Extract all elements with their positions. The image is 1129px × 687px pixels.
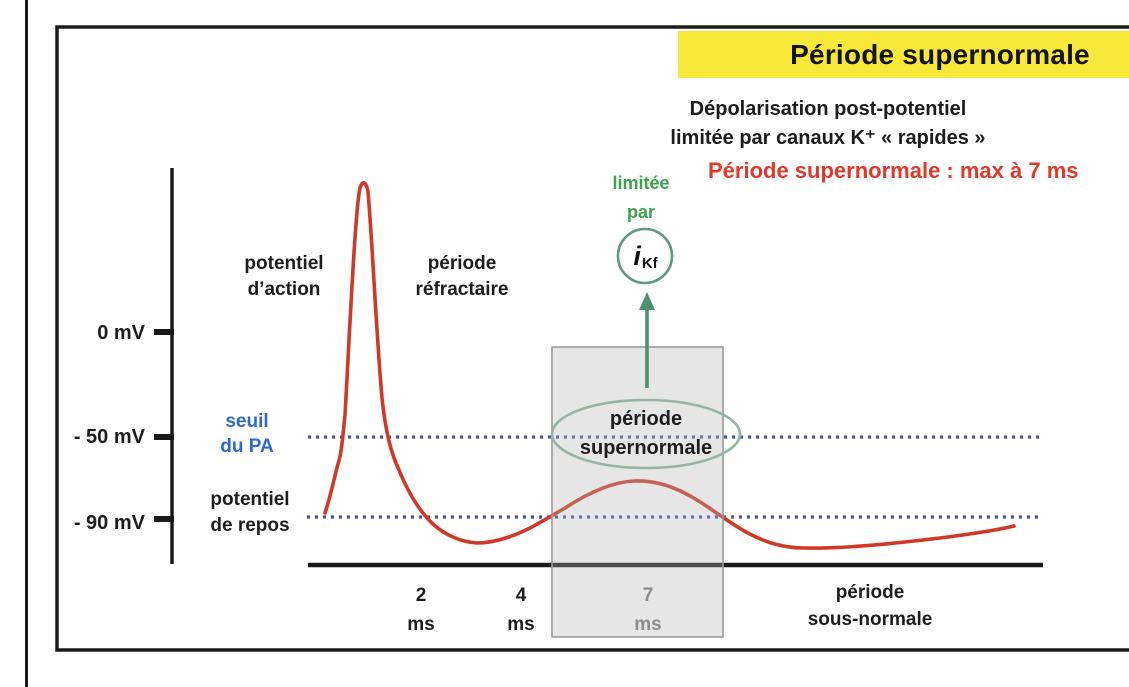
tick-value: 7 — [642, 585, 654, 606]
label-resting-potential: potentiel de repos — [190, 487, 310, 539]
ikf-circle — [616, 227, 674, 285]
label-action-potential: potentiel d’action — [214, 251, 354, 303]
supernormal-ellipse — [550, 398, 742, 470]
label-text: seuil — [225, 411, 269, 432]
tick-unit: ms — [634, 614, 662, 635]
supernormal-window-box — [551, 346, 724, 638]
label-text: période — [427, 253, 497, 274]
title-band: Période supernormale — [678, 31, 1129, 78]
y-label-0mv: 0 mV — [97, 322, 145, 344]
tick-value: 4 — [515, 585, 527, 606]
label-refractory-period: période réfractaire — [382, 251, 542, 303]
header-line3-red: Période supernormale : max à 7 ms — [708, 158, 1079, 183]
diagram-frame — [55, 25, 1129, 652]
y-label-minus50: - 50 mV — [73, 426, 145, 448]
label-text: par — [626, 202, 655, 222]
label-limited-by: limitée par — [581, 169, 701, 227]
x-tick-2ms: 2 ms — [391, 581, 451, 639]
label-text: du PA — [220, 436, 274, 457]
ikf-current-symbol: i Kf — [617, 230, 673, 282]
page-edge-line — [25, 0, 28, 687]
label-text: réfractaire — [415, 279, 509, 300]
label-text: potentiel — [210, 489, 290, 510]
label-text: de repos — [210, 515, 290, 536]
header-line2: limitée par canaux K⁺ « rapides » — [670, 127, 986, 149]
action-potential-curve — [323, 181, 1016, 550]
x-tick-4ms: 4 ms — [491, 581, 551, 639]
label-subnormal-period: période sous-normale — [780, 579, 960, 633]
label-text: sous-normale — [807, 609, 933, 630]
ikf-i: i — [633, 240, 641, 271]
label-threshold: seuil du PA — [187, 409, 307, 459]
label-text: supernormale — [579, 437, 713, 459]
x-tick-7ms: 7 ms — [618, 581, 678, 639]
ikf-subscript: Kf — [641, 254, 658, 272]
label-supernormal-period: période supernormale — [556, 405, 736, 463]
y-label-minus90: - 90 mV — [73, 512, 145, 534]
arrow-head-up-icon — [639, 292, 655, 310]
page-title: Période supernormale — [790, 38, 1090, 70]
label-text: potentiel — [244, 253, 324, 274]
label-text: période — [835, 582, 905, 603]
header-line1: Dépolarisation post-potentiel — [689, 98, 967, 120]
tick-value: 2 — [415, 585, 427, 606]
header-text-block: Dépolarisation post-potentiel limitée pa… — [560, 95, 1096, 153]
label-text: période — [609, 408, 683, 430]
tick-unit: ms — [407, 614, 435, 635]
label-text: limitée — [612, 173, 670, 193]
label-text: d’action — [247, 279, 321, 300]
tick-unit: ms — [507, 614, 535, 635]
